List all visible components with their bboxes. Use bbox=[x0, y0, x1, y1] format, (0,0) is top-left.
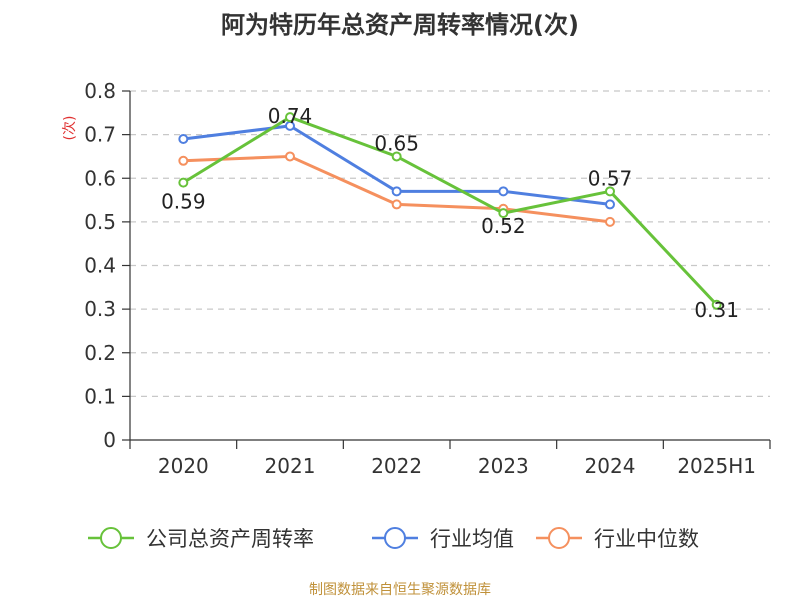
data-label: 0.57 bbox=[588, 166, 633, 190]
legend: 公司总资产周转率 行业均值 行业中位数 bbox=[88, 527, 699, 551]
axes: 0 0.1 0.2 0.3 0.4 0.5 0.6 0.7 0.8 2020 2021 2022 202… bbox=[84, 79, 771, 478]
y-tick-label: 0.2 bbox=[84, 341, 116, 365]
data-point bbox=[605, 199, 615, 210]
chart-title: 阿为特历年总资产周转率情况(次) bbox=[221, 11, 579, 39]
y-tick-label: 0.4 bbox=[84, 254, 116, 278]
legend-label: 行业中位数 bbox=[594, 527, 699, 551]
x-tick-label: 2025H1 bbox=[677, 454, 756, 478]
series-2 bbox=[178, 151, 615, 227]
source-note: 制图数据来自恒生聚源数据库 bbox=[309, 582, 491, 598]
data-label: 0.52 bbox=[481, 214, 526, 238]
y-tick-label: 0.1 bbox=[84, 384, 116, 408]
x-tick-label: 2024 bbox=[585, 454, 636, 478]
legend-item: 公司总资产周转率 bbox=[88, 527, 314, 551]
x-tick-label: 2020 bbox=[158, 454, 209, 478]
legend-label: 行业均值 bbox=[430, 527, 514, 551]
data-point bbox=[391, 199, 402, 210]
data-label: 0.59 bbox=[161, 190, 206, 214]
legend-marker bbox=[100, 527, 122, 549]
series-line bbox=[182, 115, 718, 306]
data-point bbox=[605, 216, 615, 227]
x-tick-label: 2023 bbox=[478, 454, 529, 478]
series-0 bbox=[178, 112, 722, 310]
series-1 bbox=[178, 120, 615, 210]
data-point bbox=[178, 155, 189, 166]
y-axis-unit-label: (次) bbox=[62, 116, 78, 141]
legend-marker bbox=[548, 527, 570, 549]
data-label: 0.65 bbox=[374, 131, 419, 155]
data-point bbox=[605, 186, 615, 197]
x-tick-label: 2021 bbox=[265, 454, 316, 478]
legend-item: 行业中位数 bbox=[536, 527, 699, 551]
data-label: 0.74 bbox=[268, 104, 313, 128]
y-tick-label: 0 bbox=[103, 428, 116, 452]
legend-marker bbox=[384, 527, 406, 549]
data-point bbox=[178, 177, 189, 188]
y-tick-label: 0.6 bbox=[84, 166, 116, 190]
data-labels: 0.59 0.74 0.65 0.52 0.57 0.31 bbox=[161, 104, 739, 322]
data-point bbox=[498, 208, 509, 219]
data-point bbox=[178, 133, 189, 144]
legend-label: 公司总资产周转率 bbox=[146, 527, 314, 551]
y-tick-label: 0.7 bbox=[84, 123, 116, 147]
data-label: 0.31 bbox=[694, 298, 739, 322]
data-point bbox=[285, 112, 295, 123]
data-point bbox=[391, 186, 402, 197]
y-tick-label: 0.3 bbox=[84, 297, 116, 321]
data-point bbox=[711, 299, 722, 310]
series-lines bbox=[178, 112, 722, 310]
grid-lines bbox=[130, 90, 770, 397]
data-point bbox=[285, 151, 295, 162]
data-point bbox=[391, 151, 402, 162]
x-tick-label: 2022 bbox=[371, 454, 422, 478]
y-tick-label: 0.8 bbox=[84, 79, 116, 103]
y-tick-label: 0.5 bbox=[84, 210, 116, 234]
legend-item: 行业均值 bbox=[372, 527, 514, 551]
data-point bbox=[498, 186, 509, 197]
